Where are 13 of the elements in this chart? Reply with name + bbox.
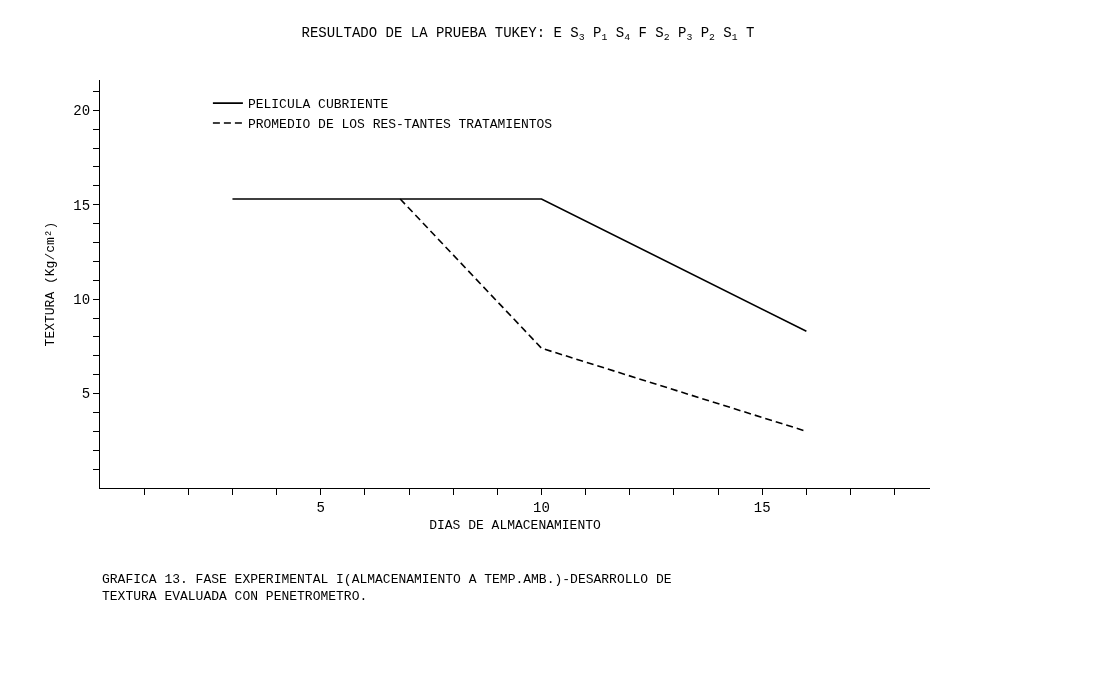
y-tick-label: 20 (73, 103, 91, 120)
chart-title: RESULTADO DE LA PRUEBA TUKEY: E S$_{3}$ P$_{1}$ S$_{4}$ F S$_{2}$ P$_{3}$ P$_{2}$ S$_{1}$ T (301, 25, 755, 44)
x-tick-label: 10 (533, 499, 550, 516)
x-axis-title: DIAS DE ALMACENAMIENTO (429, 517, 602, 533)
text: GRAFICA 13. FASE EXPERIMENTAL I(ALMACENAMIENTO A TEMP.AMB.)-DESARROLLO DE TEXTURA EVALUADA CON PENETROMETRO. (102, 572, 672, 604)
y-axis-title: TEXTURA (Kg/cm²) (43, 221, 59, 347)
x-tick-label: 5 (316, 499, 325, 516)
legend-label: PELICULA CUBRIENTE (247, 97, 389, 113)
y-tick-label: 5 (81, 386, 91, 403)
legend-label: PROMEDIO DE LOS RES-TANTES TRATAMIENTOS (247, 117, 553, 133)
y-tick-label: 10 (73, 292, 91, 309)
x-tick-label: 15 (753, 499, 771, 516)
y-tick-label: 15 (73, 197, 91, 214)
